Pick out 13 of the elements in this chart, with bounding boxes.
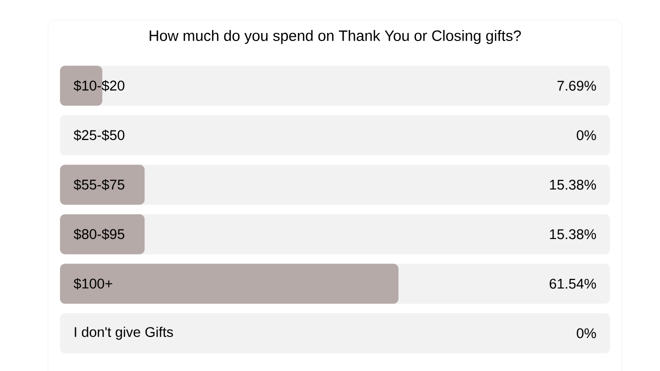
y-tick-label: $55-$75 <box>74 179 124 190</box>
data-label: 15.38% <box>550 180 596 190</box>
y-tick-label: I don't give Gifts <box>74 326 173 340</box>
chart-title: How much do you spend on Thank You or Closing gifts? <box>150 30 521 44</box>
data-label: 0% <box>576 130 596 140</box>
data-label: 61.54% <box>550 278 596 289</box>
data-label: 15.38% <box>550 229 596 240</box>
y-tick-label: $80-$95 <box>74 228 124 240</box>
y-tick-label: $100+ <box>74 278 112 290</box>
y-tick-label: $10-$20 <box>74 80 124 92</box>
data-label: 7.69% <box>557 80 596 91</box>
data-label: 0% <box>576 328 596 338</box>
y-tick-label: $25-$50 <box>74 130 124 141</box>
